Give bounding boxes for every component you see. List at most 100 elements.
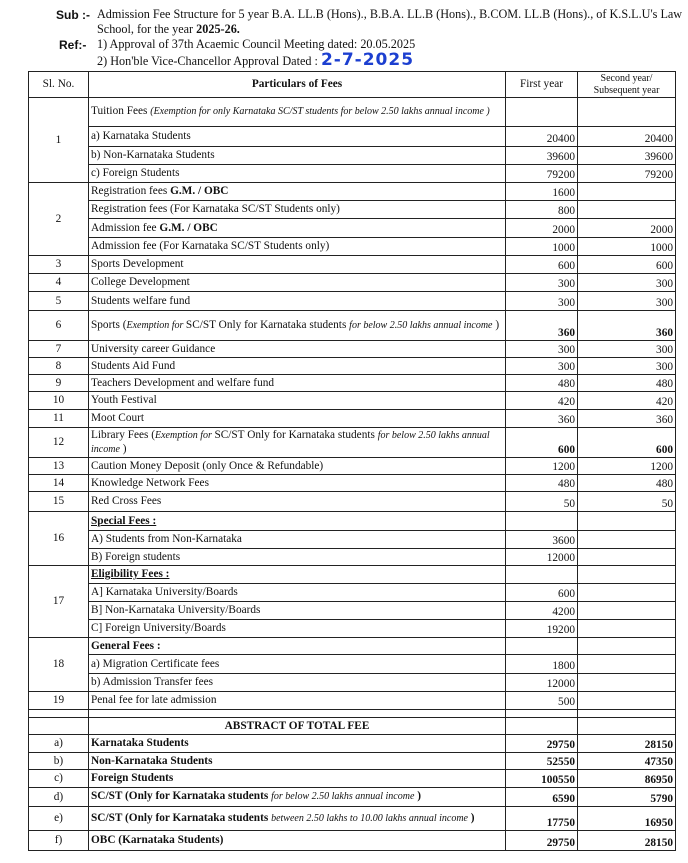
particulars-text: ): [467, 811, 475, 824]
particulars: SC/ST (Only for Karnataka students betwe…: [88, 806, 506, 831]
particulars: Caution Money Deposit (only Once & Refun…: [88, 457, 506, 475]
particulars-text: Exemption for: [126, 319, 186, 331]
particulars-text: b) Non-Karnataka Students: [91, 149, 215, 162]
sl-no: 6: [28, 310, 89, 341]
sl-no: 14: [28, 474, 89, 492]
ref-2-text: 2) Hon'ble Vice-Chancellor Approval Date…: [97, 54, 321, 68]
particulars: Knowledge Network Fees: [88, 474, 506, 492]
table-row: a) Migration Certificate fees 1800: [29, 654, 676, 674]
particulars-text: OBC (Karnataka Students): [91, 834, 224, 847]
first-year-fee: 100550: [505, 769, 578, 788]
sl-no: 16: [28, 511, 89, 566]
first-year-fee: 480: [505, 474, 578, 492]
second-year-fee: [577, 530, 676, 549]
table-row: B] Non-Karnataka University/Boards 4200: [29, 601, 676, 620]
second-year-fee: [577, 182, 676, 201]
first-year-fee: 500: [505, 691, 578, 710]
particulars: Tuition Fees (Exemption for only Karnata…: [88, 97, 506, 127]
sl-no: 1: [28, 97, 89, 183]
table-row: 12 Library Fees (Exemption for SC/ST Only…: [28, 427, 676, 458]
first-year-fee: 1000: [505, 237, 578, 256]
first-year-fee: 29750: [505, 734, 578, 753]
header-row: Sl. No. Particulars of Fees First year S…: [28, 71, 676, 98]
table-row: b) Non-Karnataka Students 52550 47350: [28, 752, 676, 770]
particulars: Moot Court: [88, 409, 506, 428]
first-year-fee: 4200: [505, 601, 578, 620]
second-year-fee: 600: [577, 427, 676, 458]
particulars-text: between 2.50 lakhs to 10.00 lakhs annual…: [271, 812, 468, 824]
second-year-fee: 480: [577, 474, 676, 492]
subject-year: 2025-26.: [196, 22, 240, 36]
sl-no: e): [28, 806, 89, 831]
particulars-text: G.M. / OBC: [170, 185, 229, 198]
particulars: B] Non-Karnataka University/Boards: [88, 601, 506, 620]
table-row: 13 Caution Money Deposit (only Once & Ref…: [28, 457, 676, 475]
subject-line-1: Admission Fee Structure for 5 year B.A. …: [97, 7, 683, 21]
second-year-fee: [577, 511, 676, 531]
particulars-text: Eligibility Fees :: [91, 568, 170, 581]
particulars-text: ): [492, 318, 500, 331]
table-row: d) SC/ST (Only for Karnataka students for…: [28, 787, 676, 807]
first-year-fee: 29750: [505, 830, 578, 851]
table-row: 11 Moot Court 360 360: [28, 409, 676, 428]
sl-no: 4: [28, 273, 89, 292]
particulars: Sports Development: [88, 255, 506, 274]
particulars-text: Teachers Development and welfare fund: [91, 376, 275, 389]
particulars-text: College Development: [91, 276, 190, 289]
particulars: ABSTRACT OF TOTAL FEE: [88, 717, 506, 735]
col-first-year: First year: [505, 71, 578, 98]
particulars-text: SC/ST Only for Karnataka students: [214, 429, 378, 441]
particulars: Non-Karnataka Students: [88, 752, 506, 770]
table-row: A) Students from Non-Karnataka 3600: [29, 530, 676, 549]
second-year-fee: 2000: [577, 218, 676, 238]
particulars-text: ): [119, 442, 127, 455]
table-row: 1 Tuition Fees (Exemption for only Karnat…: [28, 97, 676, 183]
particulars: Students Aid Fund: [88, 357, 506, 375]
particulars: a) Karnataka Students: [88, 126, 506, 147]
particulars: Admission fee G.M. / OBC: [88, 218, 506, 238]
table-row: 6 Sports (Exemption for SC/ST Only for Ka…: [28, 310, 676, 341]
table-row: 19 Penal fee for late admission 500: [28, 691, 676, 710]
first-year-fee: 6590: [505, 787, 578, 807]
second-year-fee: 47350: [577, 752, 676, 770]
particulars-text: ABSTRACT OF TOTAL FEE: [224, 719, 370, 732]
particulars-text: Non-Karnataka Students: [91, 754, 213, 767]
sl-no: 13: [28, 457, 89, 475]
sl-no: c): [28, 769, 89, 788]
second-year-fee: 16950: [577, 806, 676, 831]
particulars: Foreign Students: [88, 769, 506, 788]
sl-no: 8: [28, 357, 89, 375]
particulars-text: General Fees :: [91, 639, 161, 652]
particulars-text: c) Foreign Students: [91, 167, 180, 180]
second-year-fee: [577, 200, 676, 219]
table-row: 2 Registration fees G.M. / OBC 1600: [28, 182, 676, 256]
particulars: College Development: [88, 273, 506, 292]
table-row: B) Foreign students 12000: [29, 548, 676, 566]
particulars-text: Knowledge Network Fees: [91, 476, 209, 489]
second-year-fee: 5790: [577, 787, 676, 807]
particulars-text: Karnataka Students: [91, 737, 189, 750]
particulars-text: Admission fee (For Karnataka SC/ST Stude…: [91, 240, 330, 253]
second-year-fee: [577, 97, 676, 127]
second-year-fee: 39600: [577, 146, 676, 165]
second-year-fee: [577, 601, 676, 620]
table-row: 5 Students welfare fund 300 300: [28, 291, 676, 311]
sub-label: Sub :-: [56, 8, 90, 22]
table-row: Admission fee G.M. / OBC 2000 2000: [29, 218, 676, 238]
first-year-fee: 300: [505, 357, 578, 375]
first-year-fee: 800: [505, 200, 578, 219]
particulars-text: Moot Court: [91, 412, 145, 425]
particulars-text: Library Fees (: [91, 429, 155, 441]
particulars-text: for below 2.50 lakhs annual income: [91, 430, 490, 455]
particulars-text: Sports Development: [91, 258, 184, 271]
particulars-text: ): [414, 790, 421, 803]
sl-no: f): [28, 830, 89, 851]
table-row: a) Karnataka Students 20400 20400: [29, 126, 676, 147]
first-year-fee: [505, 97, 578, 127]
particulars-text: Special Fees :: [91, 514, 157, 527]
table-row: [28, 709, 676, 718]
particulars-text: Foreign Students: [91, 772, 174, 785]
table-row: a) Karnataka Students 29750 28150: [28, 734, 676, 753]
second-year-fee: 86950: [577, 769, 676, 788]
table-row: 8 Students Aid Fund 300 300: [28, 357, 676, 375]
